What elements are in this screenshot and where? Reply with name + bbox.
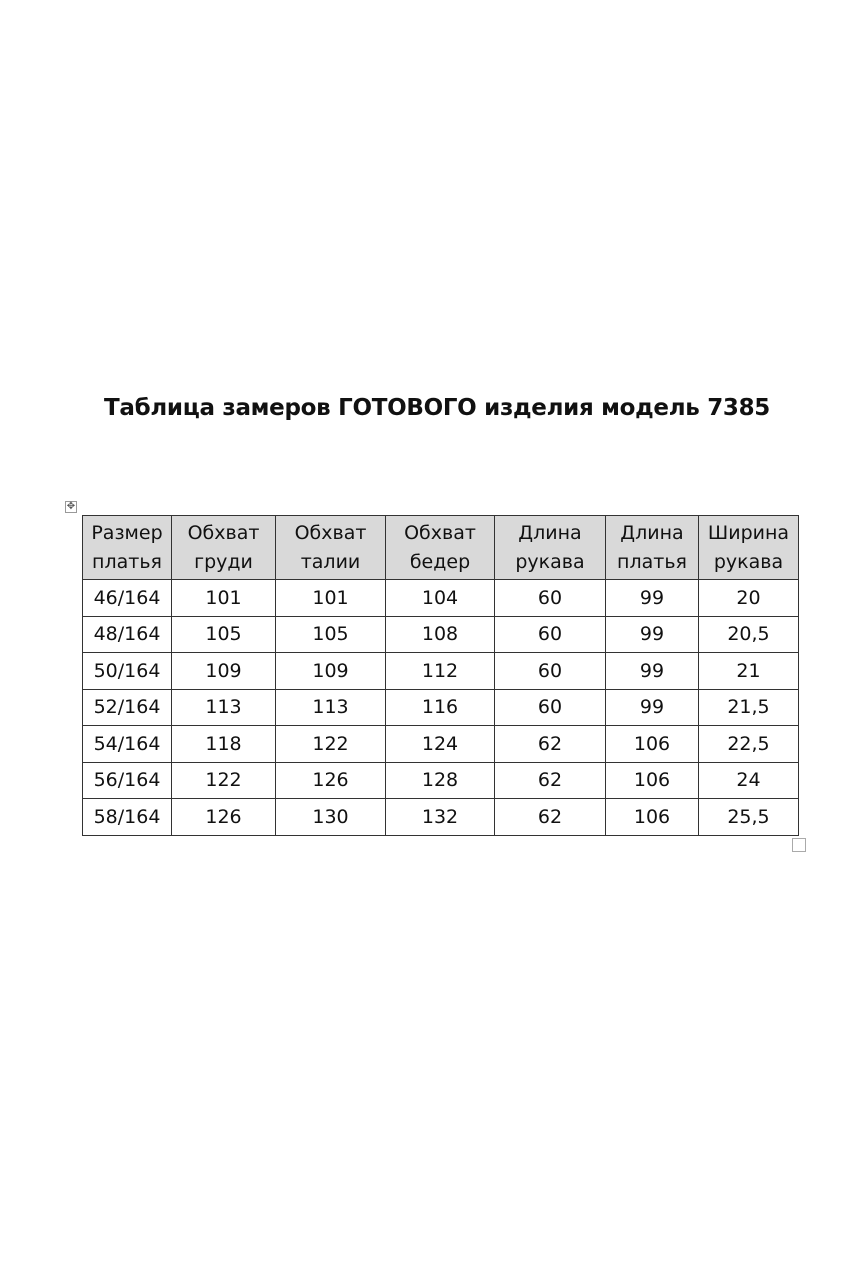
- table-cell: 99: [605, 579, 699, 617]
- table-cell: 20,5: [698, 615, 799, 653]
- table-cell: 20: [698, 579, 799, 617]
- table-cell: 60: [494, 615, 606, 653]
- table-cell: 58/164: [82, 798, 172, 836]
- table-cell: 25,5: [698, 798, 799, 836]
- resize-square-icon[interactable]: [792, 838, 806, 852]
- table-cell: 99: [605, 615, 699, 653]
- table-cell: 62: [494, 725, 606, 763]
- column-header: Длина платья: [605, 515, 699, 580]
- table-row: 58/164 126 130 132 62 106 25,5: [82, 798, 799, 836]
- table-cell: 105: [275, 615, 386, 653]
- table-cell: 101: [275, 579, 386, 617]
- table-row: 52/164 113 113 116 60 99 21,5: [82, 688, 799, 726]
- column-header: Длина рукава: [494, 515, 606, 580]
- table-cell: 54/164: [82, 725, 172, 763]
- table-row: 46/164 101 101 104 60 99 20: [82, 579, 799, 617]
- column-header-line: Размер: [91, 521, 163, 544]
- table-cell: 60: [494, 579, 606, 617]
- column-header-line: рукава: [515, 550, 585, 573]
- column-header: Обхват груди: [171, 515, 276, 580]
- column-header: Размер платья: [82, 515, 172, 580]
- table-cell: 52/164: [82, 688, 172, 726]
- table-cell: 128: [385, 761, 495, 799]
- table-cell: 109: [275, 652, 386, 690]
- table-cell: 112: [385, 652, 495, 690]
- table-row: 56/164 122 126 128 62 106 24: [82, 761, 799, 799]
- column-header-line: талии: [300, 550, 361, 573]
- size-table: Размер платья Обхват груди Обхват талии Обхват…: [82, 515, 799, 836]
- column-header-line: Длина: [518, 521, 582, 544]
- table-row: 50/164 109 109 112 60 99 21: [82, 652, 799, 690]
- table-cell: 60: [494, 688, 606, 726]
- table-cell: 113: [275, 688, 386, 726]
- column-header-line: платья: [617, 550, 687, 573]
- table-cell: 109: [171, 652, 276, 690]
- table-cell: 48/164: [82, 615, 172, 653]
- table-cell: 21: [698, 652, 799, 690]
- table-cell: 106: [605, 798, 699, 836]
- table-cell: 21,5: [698, 688, 799, 726]
- table-cell: 62: [494, 761, 606, 799]
- move-arrows-icon[interactable]: ✥: [65, 501, 77, 513]
- column-header-line: Обхват: [404, 521, 476, 544]
- table-cell: 130: [275, 798, 386, 836]
- table-cell: 99: [605, 688, 699, 726]
- table-cell: 126: [171, 798, 276, 836]
- column-header-line: Обхват: [294, 521, 367, 544]
- table-cell: 101: [171, 579, 276, 617]
- table-cell: 126: [275, 761, 386, 799]
- column-header-line: Длина: [620, 521, 684, 544]
- table-cell: 99: [605, 652, 699, 690]
- document-title: Таблица замеров ГОТОВОГО изделия модель …: [103, 395, 771, 421]
- table-cell: 118: [171, 725, 276, 763]
- table-row: 48/164 105 105 108 60 99 20,5: [82, 615, 799, 653]
- table-cell: 108: [385, 615, 495, 653]
- table-cell: 46/164: [82, 579, 172, 617]
- table-cell: 116: [385, 688, 495, 726]
- table-header-row: Размер платья Обхват груди Обхват талии Обхват…: [82, 515, 799, 580]
- table-cell: 113: [171, 688, 276, 726]
- column-header-line: рукава: [713, 550, 784, 573]
- column-header-line: бедер: [409, 550, 471, 573]
- column-header: Обхват талии: [275, 515, 386, 580]
- table-cell: 50/164: [82, 652, 172, 690]
- table-cell: 122: [171, 761, 276, 799]
- table-cell: 104: [385, 579, 495, 617]
- column-header: Ширина рукава: [698, 515, 799, 580]
- table-cell: 106: [605, 761, 699, 799]
- table-cell: 124: [385, 725, 495, 763]
- table-cell: 62: [494, 798, 606, 836]
- column-header-line: груди: [194, 550, 253, 573]
- table-cell: 60: [494, 652, 606, 690]
- table-cell: 132: [385, 798, 495, 836]
- column-header: Обхват бедер: [385, 515, 495, 580]
- column-header-line: платья: [92, 550, 162, 573]
- column-header-line: Ширина: [707, 521, 790, 544]
- table-cell: 106: [605, 725, 699, 763]
- table-cell: 22,5: [698, 725, 799, 763]
- table-row: 54/164 118 122 124 62 106 22,5: [82, 725, 799, 763]
- table-cell: 56/164: [82, 761, 172, 799]
- table-cell: 122: [275, 725, 386, 763]
- table-cell: 105: [171, 615, 276, 653]
- table-cell: 24: [698, 761, 799, 799]
- column-header-line: Обхват: [187, 521, 260, 544]
